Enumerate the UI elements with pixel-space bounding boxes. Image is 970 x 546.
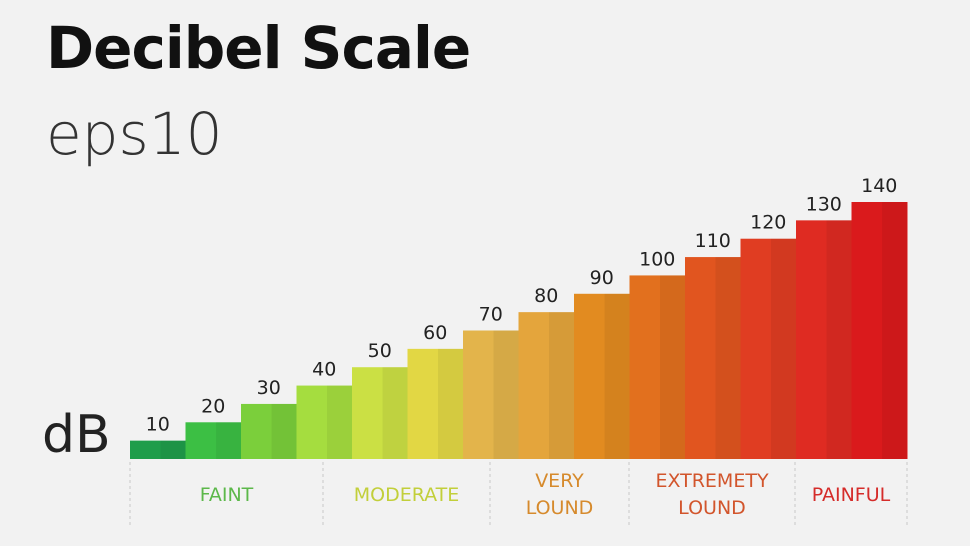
bar [407,348,464,459]
data-label: 110 [695,230,731,252]
data-label: 130 [806,193,842,215]
bar [629,275,686,459]
group-label: FAINT [130,462,323,528]
bar [296,385,353,459]
data-label: 120 [750,212,786,234]
data-label: 40 [312,359,336,381]
data-label: 80 [534,285,558,307]
bar [851,202,908,459]
bar [796,220,852,459]
data-label: 20 [201,395,225,417]
data-label: 30 [257,377,281,399]
data-label: 100 [639,248,675,270]
data-label: 70 [479,304,503,326]
group-label-text: EXTREMETY LOUND [655,470,769,519]
group-label-text: MODERATE [353,483,460,506]
bar [185,422,242,459]
data-label: 90 [590,267,614,289]
chart-title: Decibel Scale [46,14,471,82]
bar [685,257,741,459]
y-axis-label: dB [42,405,111,465]
group-label-text: VERY LOUND [525,470,594,519]
group-label: VERY LOUND [490,462,629,528]
data-label: 10 [146,414,170,436]
chart-subtitle: eps10 [46,100,223,168]
data-label: 50 [368,340,392,362]
group-label: MODERATE [323,462,490,528]
data-label: 60 [423,322,447,344]
data-label: 140 [861,175,897,197]
bar [574,293,630,459]
bar [518,312,575,459]
group-label: EXTREMETY LOUND [629,462,795,528]
bar [463,330,519,459]
group-label-text: FAINT [199,483,254,506]
bar [740,238,797,459]
bar [352,367,408,459]
bar [130,440,186,459]
bar [241,403,297,459]
group-label: PAINFUL [795,462,907,528]
group-label-text: PAINFUL [811,483,891,506]
